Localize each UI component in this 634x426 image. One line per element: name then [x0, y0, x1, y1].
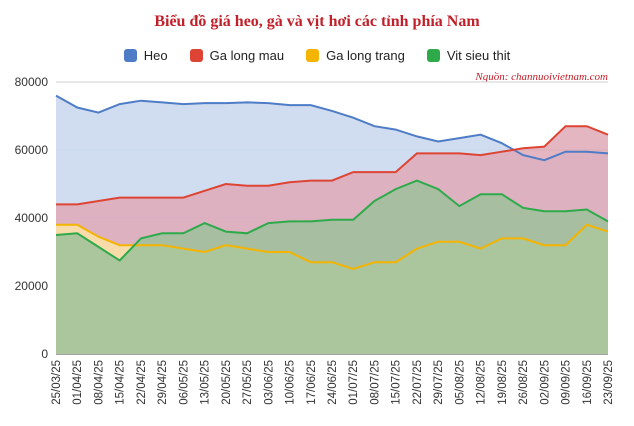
x-tick-label: 25/03/25 — [51, 360, 63, 405]
x-tick-label: 29/04/25 — [157, 360, 169, 405]
x-tick-label: 17/06/25 — [306, 360, 318, 405]
area-3 — [56, 180, 608, 354]
series-line-1 — [56, 125, 609, 206]
x-tick-label: 15/07/25 — [391, 360, 403, 405]
x-tick-label: 22/07/25 — [412, 360, 424, 405]
x-tick-label: 02/09/25 — [539, 360, 551, 405]
legend-label-ga-long-mau: Ga long mau — [209, 48, 285, 63]
legend-item-heo[interactable]: Heo — [123, 48, 168, 63]
legend-item-ga-long-trang[interactable]: Ga long trang — [306, 48, 405, 63]
series-line-3 — [55, 179, 609, 262]
y-tick-label: 20000 — [15, 279, 49, 293]
y-tick-label: 40000 — [15, 211, 49, 225]
x-tick-label: 22/04/25 — [136, 360, 148, 405]
x-tick-label: 26/08/25 — [518, 360, 530, 405]
series-line-0 — [55, 94, 609, 162]
x-tick-label: 03/06/25 — [263, 360, 275, 405]
x-tick-label: 24/06/25 — [327, 360, 339, 405]
x-tick-label: 16/09/25 — [582, 360, 594, 405]
legend-label-vit-sieu-thit: Vit sieu thit — [446, 48, 511, 63]
x-tick-label: 10/06/25 — [285, 360, 297, 405]
x-tick-label: 06/05/25 — [178, 360, 190, 405]
series-line-2 — [56, 223, 609, 271]
x-tick-label: 20/05/25 — [221, 360, 233, 405]
x-tick-label: 29/07/25 — [433, 360, 445, 405]
legend-swatch-ga-long-trang — [306, 49, 320, 62]
legend-item-ga-long-mau[interactable]: Ga long mau — [189, 48, 285, 63]
x-tick-label: 09/09/25 — [561, 360, 573, 405]
x-tick-label: 15/04/25 — [115, 360, 127, 405]
y-tick-label: 80000 — [15, 75, 49, 89]
y-tick-label: 0 — [41, 347, 48, 361]
x-tick-label: 05/08/25 — [454, 360, 466, 405]
x-tick-label: 13/05/25 — [200, 360, 212, 405]
chart-title: Biểu đồ giá heo, gà và vịt hơi các tỉnh … — [154, 13, 480, 30]
legend-item-vit-sieu-thit[interactable]: Vit sieu thit — [426, 48, 511, 63]
x-tick-label: 01/04/25 — [72, 360, 84, 405]
legend: Heo Ga long mau Ga long trang Vit sieu t… — [0, 48, 634, 63]
x-tick-label: 01/07/25 — [348, 360, 360, 405]
x-tick-label: 27/05/25 — [242, 360, 254, 405]
legend-swatch-ga-long-mau — [189, 49, 203, 62]
legend-label-heo: Heo — [143, 48, 168, 63]
x-tick-label: 08/07/25 — [369, 360, 381, 405]
legend-swatch-vit-sieu-thit — [426, 49, 440, 62]
x-tick-label: 12/08/25 — [476, 360, 488, 405]
legend-label-ga-long-trang: Ga long trang — [326, 48, 405, 63]
x-tick-label: 19/08/25 — [497, 360, 509, 405]
source-note: Nguồn: channuoivietnam.com — [475, 71, 608, 83]
legend-swatch-heo — [123, 49, 137, 62]
x-tick-label: 08/04/25 — [93, 360, 105, 405]
x-tick-label: 23/09/25 — [603, 360, 615, 405]
y-tick-label: 60000 — [15, 143, 49, 157]
